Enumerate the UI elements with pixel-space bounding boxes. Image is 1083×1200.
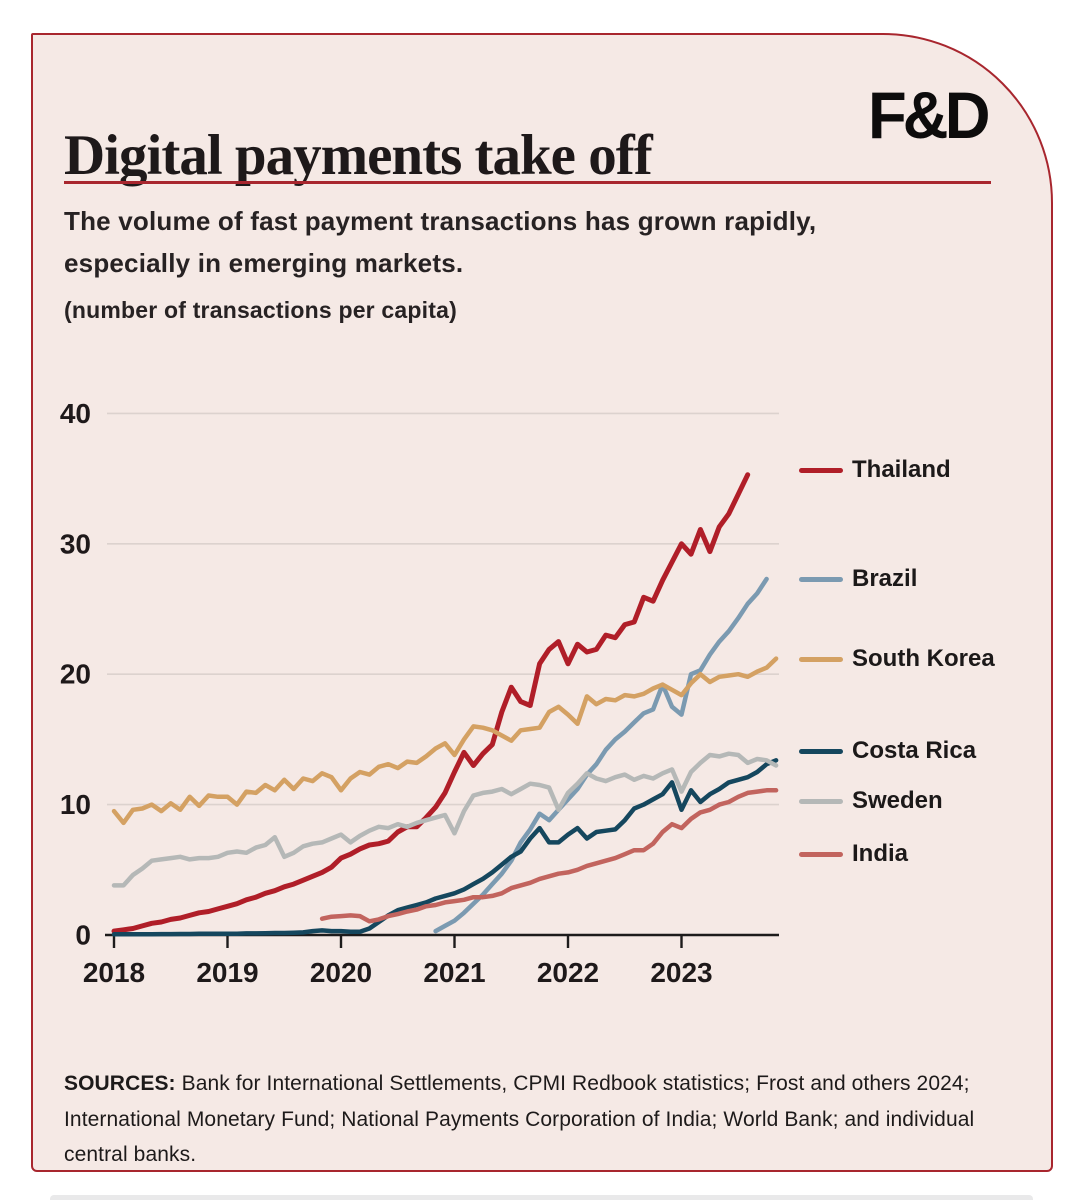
series-line-india xyxy=(319,788,779,924)
fd-magazine-logo: F&D xyxy=(868,78,991,152)
y-tick-label-10: 10 xyxy=(60,789,91,820)
subtitle-line-2: especially in emerging markets. xyxy=(64,248,464,279)
series-line-thailand xyxy=(111,472,751,934)
subtitle-line-1: The volume of fast payment transactions … xyxy=(64,206,817,236)
series-line-costa-rica xyxy=(111,758,779,937)
x-tick-label-2020: 2020 xyxy=(310,957,372,988)
unit-note: (number of transactions per capita) xyxy=(64,297,457,323)
sources-label: SOURCES: xyxy=(64,1072,176,1095)
y-tick-label-0: 0 xyxy=(75,920,91,951)
x-tick-label-2021: 2021 xyxy=(423,957,485,988)
sources-text: Bank for International Settlements, CPMI… xyxy=(64,1072,975,1167)
chart-canvas: 0 10 20 30 40 2018 2019 2020 2021 2022 2023 xyxy=(60,398,779,988)
x-tick-label-2022: 2022 xyxy=(537,957,599,988)
series-line-brazil xyxy=(433,576,769,934)
x-tick-label-2019: 2019 xyxy=(196,957,258,988)
x-tick-label-2023: 2023 xyxy=(650,957,712,988)
next-card-edge xyxy=(50,1195,1033,1200)
page-title: Digital payments take off xyxy=(64,124,653,188)
figure-card: Digital payments take off F&D The volume… xyxy=(31,33,1053,1172)
y-tick-label-20: 20 xyxy=(60,659,91,690)
title-divider xyxy=(64,181,991,184)
series-line-sweden xyxy=(111,751,779,888)
line-chart: 0 10 20 30 40 2018 2019 2020 2021 2022 2023 Thaila… xyxy=(33,35,1055,1174)
chart-subtitle: The volume of fast payment transactions … xyxy=(64,200,1024,284)
x-tick-label-2018: 2018 xyxy=(83,957,145,988)
y-tick-label-40: 40 xyxy=(60,398,91,429)
sources-note: SOURCES: Bank for International Settleme… xyxy=(64,1066,1009,1173)
series-line-south-korea xyxy=(111,656,779,826)
y-tick-label-30: 30 xyxy=(60,528,91,559)
